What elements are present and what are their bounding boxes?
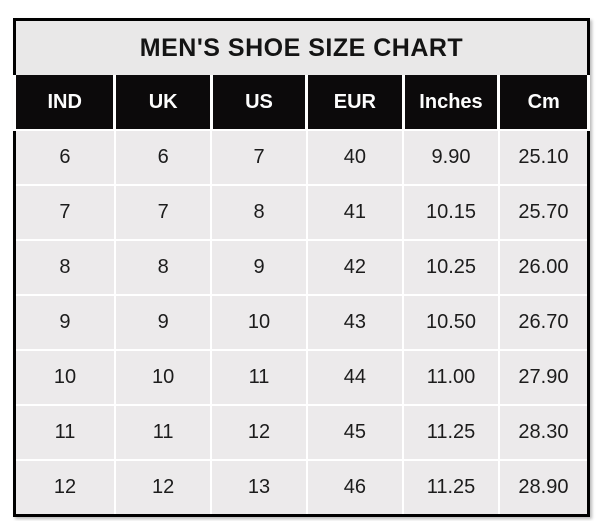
table-cell: 45 (305, 404, 405, 461)
table-cell: 27.90 (497, 349, 590, 406)
table-row: 12 12 13 46 11.25 28.90 (13, 459, 590, 517)
table-cell: 40 (305, 129, 405, 186)
table-cell: 10 (13, 349, 116, 406)
column-header-us: US (209, 75, 309, 130)
table-row: 6 6 7 40 9.90 25.10 (13, 129, 590, 186)
table-cell: 28.30 (497, 404, 590, 461)
table-cell: 7 (13, 184, 116, 241)
table-cell: 28.90 (497, 459, 590, 517)
table-row: 8 8 9 42 10.25 26.00 (13, 239, 590, 296)
table-cell: 26.70 (497, 294, 590, 351)
table-cell: 9.90 (402, 129, 500, 186)
table-cell: 11 (210, 349, 308, 406)
column-header-eur: EUR (305, 75, 405, 130)
table-cell: 10 (210, 294, 308, 351)
table-row: 7 7 8 41 10.15 25.70 (13, 184, 590, 241)
table-body: 6 6 7 40 9.90 25.10 7 7 8 41 10.15 25.70 8 8 9 42 10.25 2… (13, 129, 590, 517)
table-cell: 9 (13, 294, 116, 351)
table-cell: 11.25 (402, 459, 500, 517)
table-cell: 10.15 (402, 184, 500, 241)
table-cell: 13 (210, 459, 308, 517)
table-cell: 10.50 (402, 294, 500, 351)
table-cell: 43 (305, 294, 405, 351)
table-cell: 12 (13, 459, 116, 517)
table-cell: 41 (305, 184, 405, 241)
table-cell: 11.25 (402, 404, 500, 461)
table-cell: 25.70 (497, 184, 590, 241)
table-cell: 9 (113, 294, 213, 351)
table-cell: 10 (113, 349, 213, 406)
table-cell: 11 (13, 404, 116, 461)
table-cell: 11.00 (402, 349, 500, 406)
column-header-cm: Cm (497, 75, 590, 130)
shoe-size-chart-table: MEN'S SHOE SIZE CHART IND UK US EUR Inch… (12, 18, 590, 517)
table-title-row: MEN'S SHOE SIZE CHART (14, 19, 589, 75)
table-cell: 12 (113, 459, 213, 517)
column-header-inches: Inches (401, 75, 501, 130)
table-cell: 7 (113, 184, 213, 241)
table-cell: 8 (13, 239, 116, 296)
table-title: MEN'S SHOE SIZE CHART (14, 19, 589, 75)
table-cell: 6 (113, 129, 213, 186)
table-row: 10 10 11 44 11.00 27.90 (13, 349, 590, 406)
table-cell: 42 (305, 239, 405, 296)
table-cell: 6 (13, 129, 116, 186)
table-cell: 8 (113, 239, 213, 296)
table-cell: 26.00 (497, 239, 590, 296)
table-cell: 25.10 (497, 129, 590, 186)
table-row: 9 9 10 43 10.50 26.70 (13, 294, 590, 351)
table-header-row: IND UK US EUR Inches Cm (12, 75, 590, 130)
table-cell: 46 (305, 459, 405, 517)
table-cell: 11 (113, 404, 213, 461)
table-cell: 10.25 (402, 239, 500, 296)
column-header-ind: IND (12, 75, 117, 130)
table-cell: 8 (210, 184, 308, 241)
table-cell: 44 (305, 349, 405, 406)
column-header-uk: UK (113, 75, 213, 130)
table-cell: 9 (210, 239, 308, 296)
table-cell: 7 (210, 129, 308, 186)
table-row: 11 11 12 45 11.25 28.30 (13, 404, 590, 461)
table-cell: 12 (210, 404, 308, 461)
